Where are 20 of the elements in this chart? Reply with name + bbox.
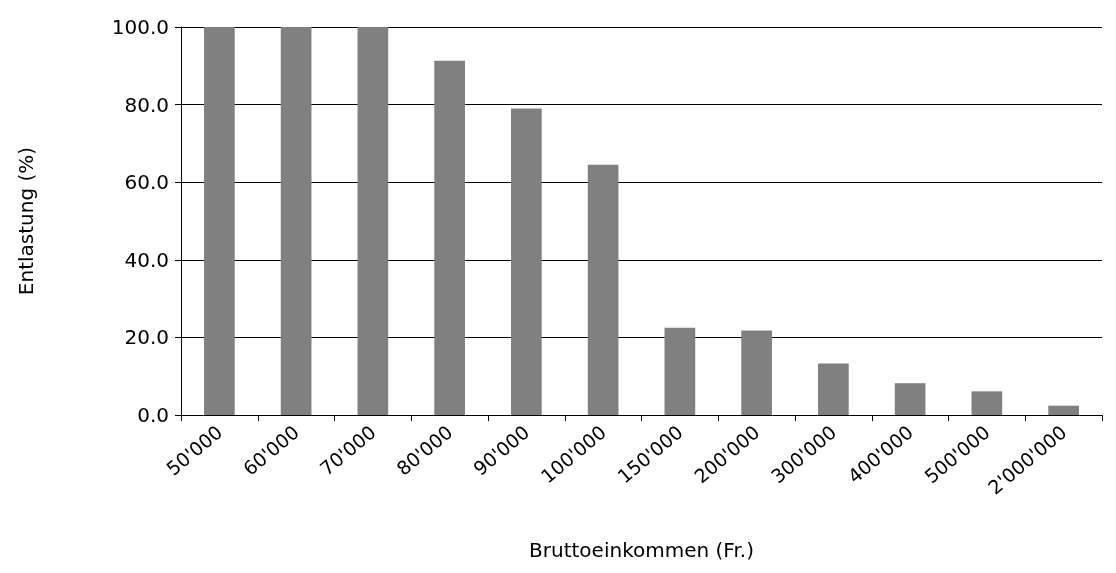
bar: [511, 108, 542, 415]
y-tick-label: 20.0: [124, 325, 169, 350]
bar: [818, 363, 849, 415]
bar: [434, 60, 465, 415]
bar: [741, 330, 772, 415]
bar: [971, 391, 1003, 415]
bar: [664, 327, 696, 415]
y-tick-label: 60.0: [124, 170, 169, 195]
bar: [894, 383, 926, 415]
bar: [1048, 405, 1079, 415]
y-tick-label: 100.0: [111, 15, 169, 39]
y-axis-title: Entlastung (%): [14, 146, 38, 296]
x-axis-title: Bruttoeinkommen (Fr.): [529, 538, 754, 562]
y-tick-label: 40.0: [124, 247, 169, 272]
bar: [587, 164, 619, 415]
y-tick-label: 0.0: [137, 403, 169, 427]
bar: [204, 27, 235, 415]
y-tick-label: 80.0: [124, 92, 169, 117]
bar: [357, 27, 389, 415]
bar: [280, 27, 312, 415]
